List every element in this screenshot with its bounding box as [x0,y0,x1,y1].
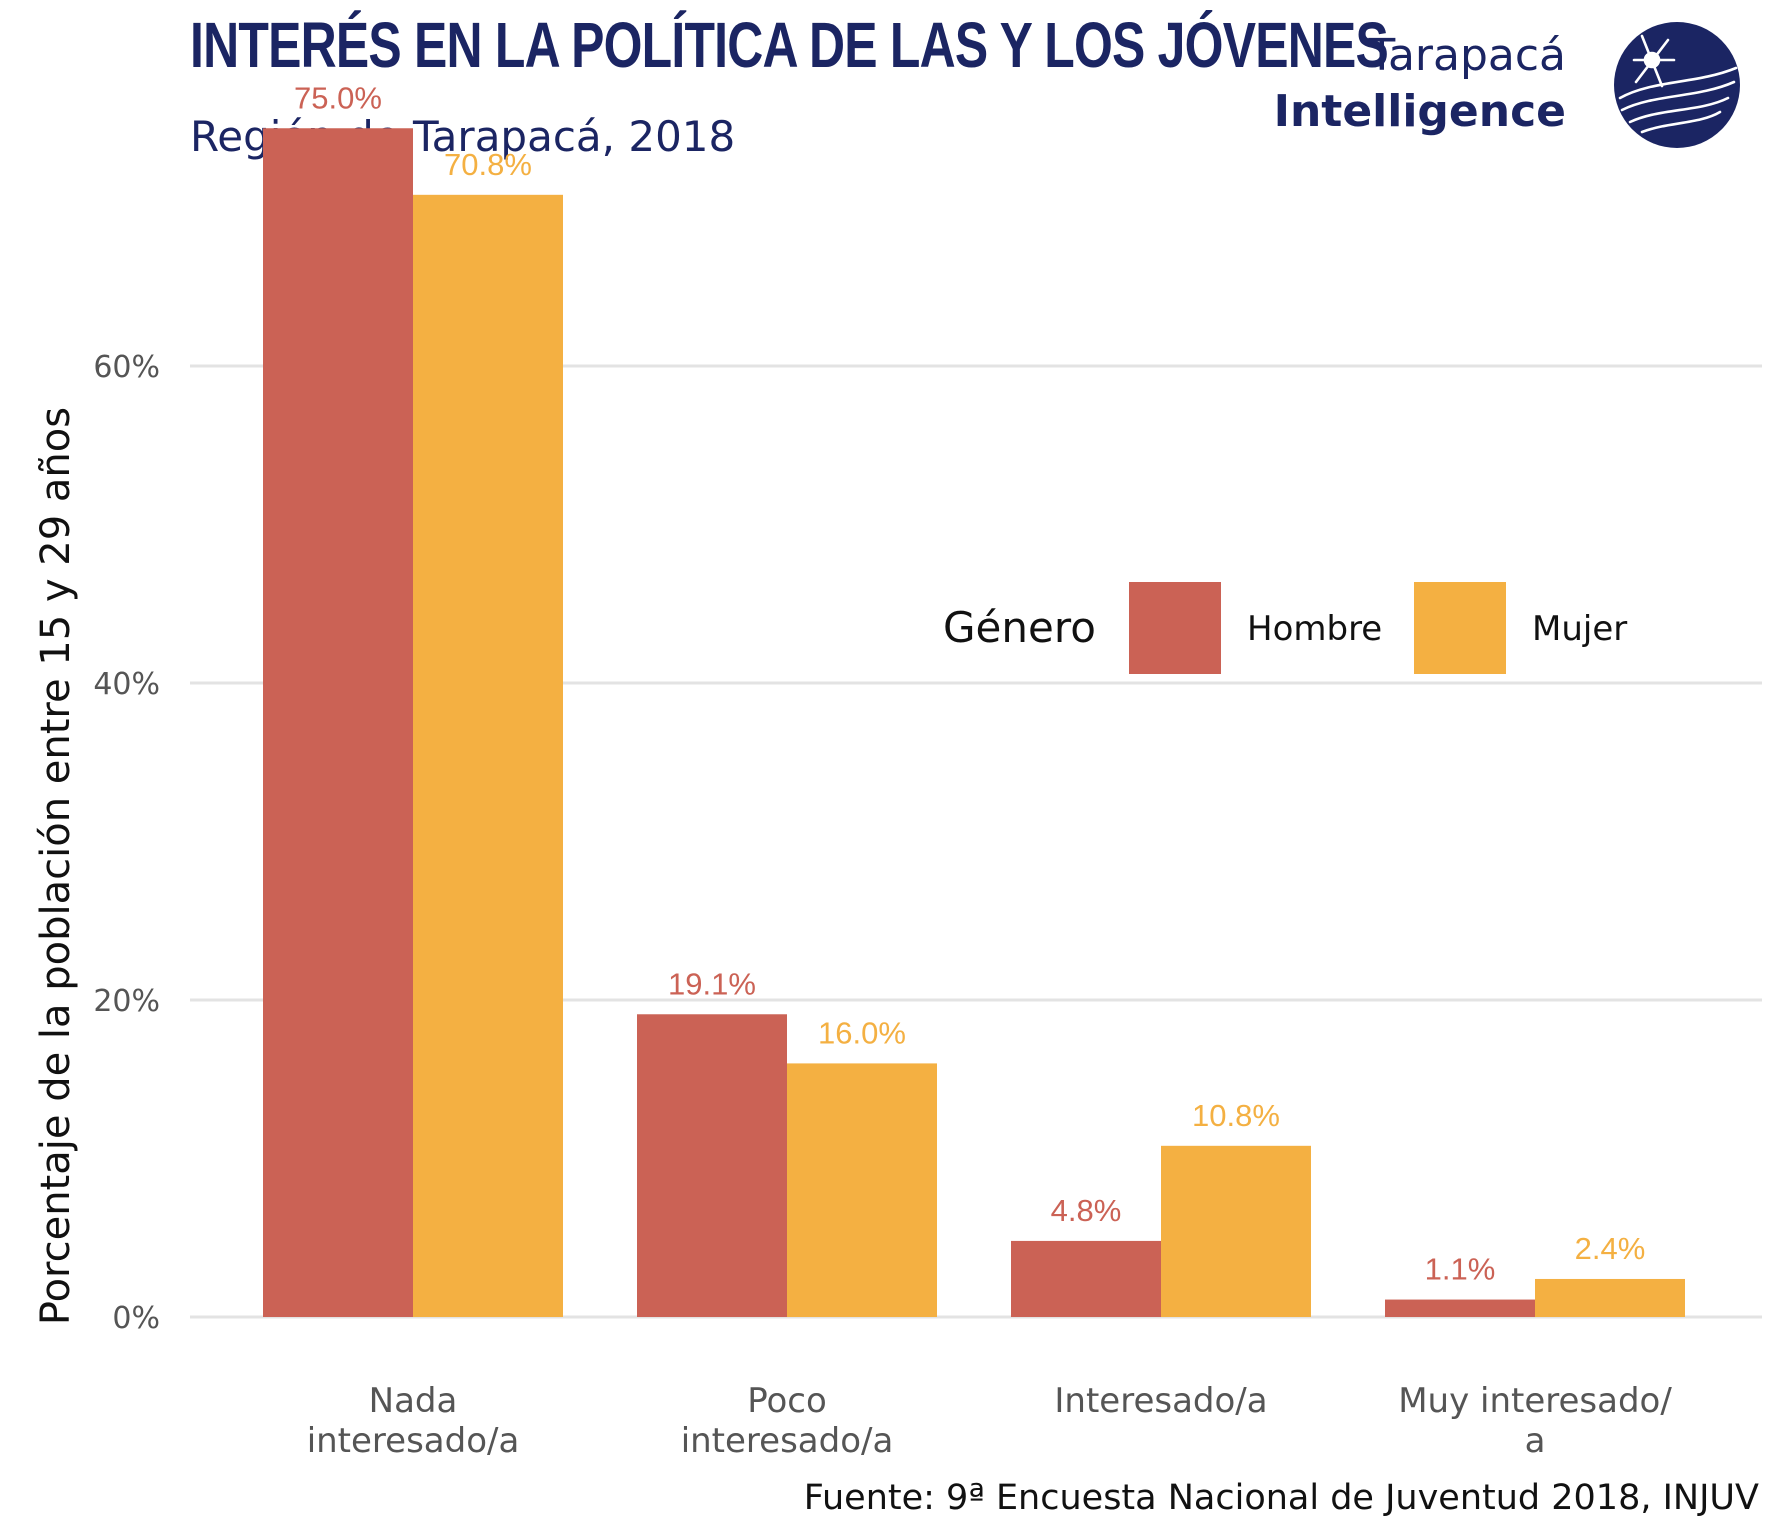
brand-line-2: Intelligence [1273,86,1566,137]
data-labels: 75.0% 70.8% 19.1% 16.0% 4.8% 10.8% 1.1% 2.4% [294,80,1645,1286]
brand-name: Tarapacá Intelligence [1274,28,1566,140]
data-label: 4.8% [1051,1193,1122,1228]
x-category-label: Nada [369,1381,458,1421]
y-tick-label: 40% [93,667,160,702]
bar-hombre [1011,1240,1161,1317]
brand-line-1: Tarapacá [1368,30,1566,81]
bars [263,128,1685,1317]
x-category-label: interesado/a [681,1421,894,1461]
bar-mujer [1535,1278,1685,1317]
data-label: 75.0% [294,80,382,115]
legend-label-hombre: Hombre [1247,609,1382,649]
y-axis-ticks: 0% 20% 40% 60% [93,350,160,1336]
data-label: 1.1% [1425,1252,1496,1287]
x-category-label: interesado/a [307,1421,520,1461]
x-category-label: Poco [747,1381,827,1421]
legend-label-mujer: Mujer [1532,609,1627,649]
bar-hombre [1385,1299,1535,1317]
data-label: 16.0% [818,1015,906,1050]
source-note: Fuente: 9ª Encuesta Nacional de Juventud… [803,1478,1759,1518]
x-category-label: Interesado/a [1054,1381,1267,1421]
bar-hombre [263,128,413,1317]
bar-mujer [413,194,563,1317]
data-label: 10.8% [1192,1098,1280,1133]
legend-title: Género [943,603,1096,652]
legend-key-mujer [1414,582,1506,674]
y-tick-label: 20% [93,984,160,1019]
bar-hombre [637,1014,787,1317]
legend-key-hombre [1129,582,1221,674]
y-tick-label: 60% [93,350,160,385]
x-category-label: a [1525,1421,1546,1461]
data-label: 2.4% [1575,1231,1646,1266]
y-tick-label: 0% [112,1301,160,1336]
chart-title: INTERÉS EN LA POLÍTICA DE LAS Y LOS JÓVE… [190,9,1389,81]
data-label: 19.1% [668,966,756,1001]
bar-mujer [1161,1145,1311,1317]
tarapaca-intelligence-logo-icon [1614,22,1740,148]
data-label: 70.8% [444,147,532,182]
x-axis-categories: Nadainteresado/aPocointeresado/aInteresa… [307,1381,1673,1461]
legend: Género Hombre Mujer [943,582,1627,674]
x-category-label: Muy interesado/ [1398,1381,1672,1421]
bar-mujer [787,1063,937,1317]
